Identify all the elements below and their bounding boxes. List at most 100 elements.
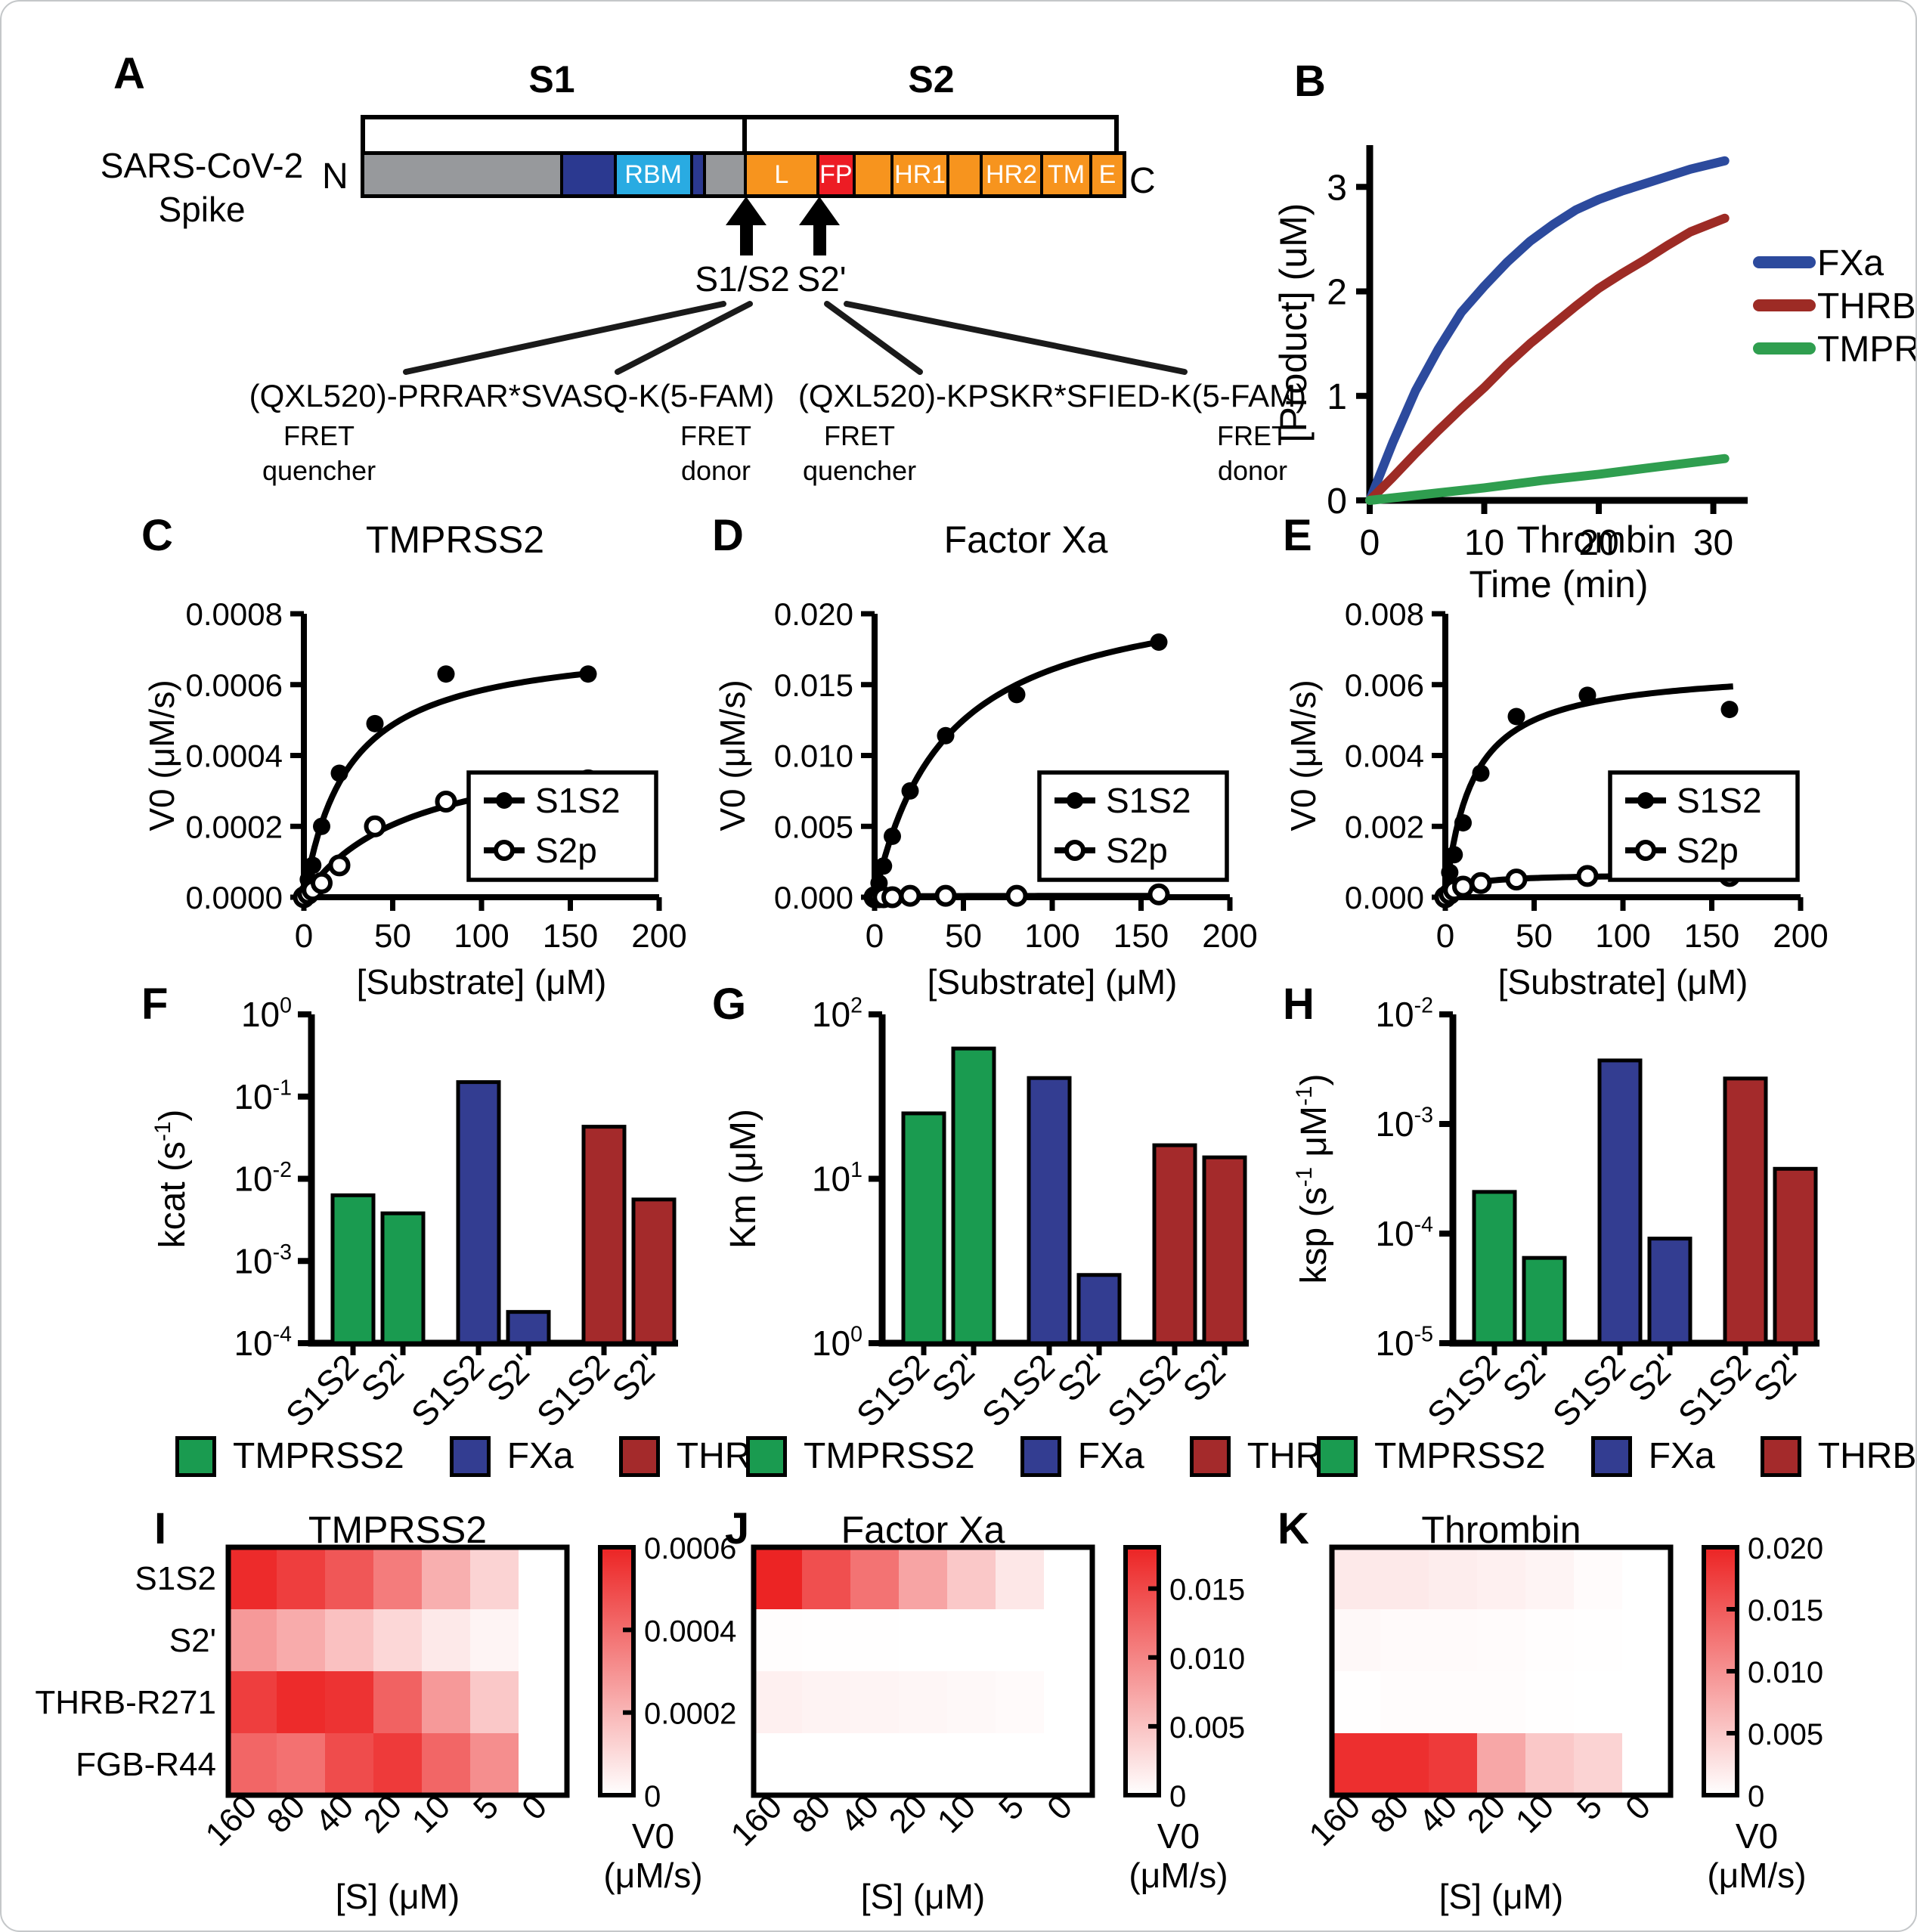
panel-k-thrombin-heatmap: K Thrombin 160 80 40 20 10 5 0 [S] (μM) 0 0.005 0.… bbox=[1249, 1494, 1914, 1929]
colorbar bbox=[598, 1545, 636, 1797]
x-category-label: S2' bbox=[604, 1346, 667, 1409]
spike-domain-e: E bbox=[1089, 155, 1123, 194]
legend-label-THRB: THRB bbox=[1817, 286, 1916, 327]
bar-THRB-S1S2 bbox=[1152, 1143, 1197, 1345]
heatmap-cell-FGB-R44-10 bbox=[422, 1733, 470, 1795]
heatmap-cell-S1S2-40 bbox=[325, 1547, 373, 1609]
y-tick-label: 0.0000 bbox=[186, 880, 283, 915]
x-axis-title: [S] (μM) bbox=[336, 1877, 460, 1916]
data-point-S1S2 bbox=[1507, 707, 1525, 726]
y-axis-title: V0 (μM/s) bbox=[713, 680, 752, 831]
michaelis-plot-fxa: 0 50 100 150 200 0.000 0.005 0.010 0.015 0.020 [Su… bbox=[713, 596, 1258, 1002]
arrow-head-icon bbox=[799, 197, 840, 225]
heatmap-cell-THRB-R271-10 bbox=[422, 1671, 470, 1733]
y-tick-label: 0.000 bbox=[1345, 880, 1424, 915]
bar-TMPRSS2-S1S2 bbox=[901, 1111, 946, 1345]
y-tick-label: 10-4 bbox=[234, 1323, 292, 1363]
heatmap-cell-THRB-R271-20 bbox=[1477, 1671, 1525, 1733]
x-tick-label: 200 bbox=[1202, 918, 1257, 955]
bar-THRB-S2' bbox=[631, 1197, 677, 1345]
spike-domain-hr1: HR1 bbox=[890, 155, 946, 194]
heatmap-cell-THRB-R271-10 bbox=[1525, 1671, 1574, 1733]
bar-TMPRSS2-S2' bbox=[951, 1046, 996, 1345]
bar-FXa-S1S2 bbox=[1597, 1058, 1643, 1345]
donor-label: donor bbox=[1217, 455, 1288, 486]
colorbar-tick-label: 0 bbox=[1748, 1780, 1764, 1813]
heatmap-cell-S2'-10 bbox=[1525, 1609, 1574, 1671]
heatmap-cell-S1S2-80 bbox=[1380, 1547, 1429, 1609]
data-point-S1S2 bbox=[1008, 686, 1026, 704]
connector-lines bbox=[403, 301, 1188, 375]
colorbar-tick-label: 0 bbox=[644, 1780, 661, 1813]
heatmap-cell-S1S2-160 bbox=[754, 1547, 802, 1609]
heatmap-cell-S2'-160 bbox=[754, 1609, 802, 1671]
data-point-S2p bbox=[881, 886, 903, 909]
heatmap-cell-THRB-R271-5 bbox=[470, 1671, 519, 1733]
heatmap-cell-FGB-R44-20 bbox=[373, 1733, 422, 1795]
heatmap-cell-S2'-160 bbox=[228, 1609, 277, 1671]
x-category-label: S2' bbox=[1175, 1346, 1237, 1409]
heatmap-cell-S1S2-160 bbox=[228, 1547, 277, 1609]
legend-marker-S2p bbox=[1064, 840, 1085, 861]
data-point-S1S2 bbox=[875, 857, 893, 875]
c-terminus-label: C bbox=[1129, 161, 1156, 201]
x-axis-title: [S] (μM) bbox=[1439, 1877, 1563, 1916]
data-point-S2p bbox=[1505, 868, 1528, 891]
panel-f-kcat-bars: F 10-4 10-3 10-2 10-1 100 kcat (s-1) S1S2 S2' S1… bbox=[115, 973, 775, 1502]
heatmap-cell-S1S2-5 bbox=[996, 1547, 1044, 1609]
spike-domain-segment-4 bbox=[703, 155, 744, 194]
data-point-S1S2 bbox=[901, 782, 919, 800]
heatmap-cell-FGB-R44-10 bbox=[947, 1733, 996, 1795]
y-tick-label: 3 bbox=[1327, 168, 1347, 208]
spike-domain-segment-0 bbox=[364, 155, 560, 194]
legend-swatch-TMPRSS2 bbox=[746, 1435, 787, 1477]
heatmap-cell-S2'-80 bbox=[1380, 1609, 1429, 1671]
s1-bracket-label: S1 bbox=[528, 58, 575, 101]
quencher-label: quencher bbox=[262, 455, 376, 486]
x-axis-title: [Substrate] (μM) bbox=[1498, 962, 1748, 1002]
x-tick-label: 0 bbox=[295, 918, 313, 955]
y-tick-label: 0.000 bbox=[774, 880, 853, 915]
heatmap-cell-S1S2-40 bbox=[1429, 1547, 1477, 1609]
bar-FXa-S2' bbox=[1076, 1273, 1122, 1345]
legend-swatch-FXa bbox=[449, 1435, 491, 1477]
heatmap-cell-S2'-10 bbox=[947, 1609, 996, 1671]
y-tick-label: 10-5 bbox=[1375, 1323, 1433, 1363]
heatmap-cell-S2'-5 bbox=[470, 1609, 519, 1671]
heatmap-cell-S2'-20 bbox=[1477, 1609, 1525, 1671]
x-category-label: S2' bbox=[478, 1346, 541, 1409]
spike-domain-rbm: RBM bbox=[613, 155, 690, 194]
data-point-S2p bbox=[435, 790, 457, 813]
y-tick-label: 0.002 bbox=[1345, 809, 1424, 844]
heatmap-cell-S2'-40 bbox=[850, 1609, 899, 1671]
heatmap-border bbox=[751, 1544, 1095, 1798]
bar-FXa-S1S2 bbox=[456, 1080, 501, 1345]
fit-curve-S1S2 bbox=[301, 670, 593, 898]
bar-FXa-S2' bbox=[1647, 1237, 1692, 1345]
product-vs-time-plot: 0 10 20 30 0 1 2 3 Time (min) [Product] (uM) FXaTH… bbox=[1272, 145, 1916, 605]
arrow-shaft bbox=[813, 225, 826, 255]
data-point-S2p bbox=[328, 854, 351, 877]
panel-letter-d: D bbox=[712, 511, 744, 560]
legend-swatch-FXa bbox=[1020, 1435, 1061, 1477]
legend-label-FXa: FXa bbox=[1077, 1436, 1144, 1476]
y-tick-label: 10-3 bbox=[234, 1240, 292, 1280]
legend-item-TMPRSS2: TMPRSS2 bbox=[1317, 1435, 1546, 1477]
heatmap-cell-S1S2-80 bbox=[277, 1547, 325, 1609]
data-point-S1S2 bbox=[366, 714, 384, 732]
heatmap-cell-THRB-R271-40 bbox=[325, 1671, 373, 1733]
x-category-label: S1S2 bbox=[1671, 1346, 1758, 1434]
cleavage-site-label-s2prime: S2' bbox=[797, 259, 847, 299]
heatmap-cell-THRB-R271-80 bbox=[277, 1671, 325, 1733]
legend-label-THRB: THRB bbox=[1817, 1436, 1917, 1476]
x-axis-title: [Substrate] (μM) bbox=[928, 962, 1178, 1002]
data-point-S1S2 bbox=[330, 764, 348, 782]
donor-label: donor bbox=[680, 455, 751, 486]
x-category-label: S1S2 bbox=[1100, 1346, 1188, 1434]
x-category-label: S2' bbox=[1620, 1346, 1683, 1409]
legend-swatch-THRB bbox=[1189, 1435, 1231, 1477]
y-tick-label: 0.010 bbox=[774, 738, 853, 774]
x-category-label: S1S2 bbox=[404, 1346, 491, 1434]
heatmap-cell-FGB-R44-40 bbox=[325, 1733, 373, 1795]
